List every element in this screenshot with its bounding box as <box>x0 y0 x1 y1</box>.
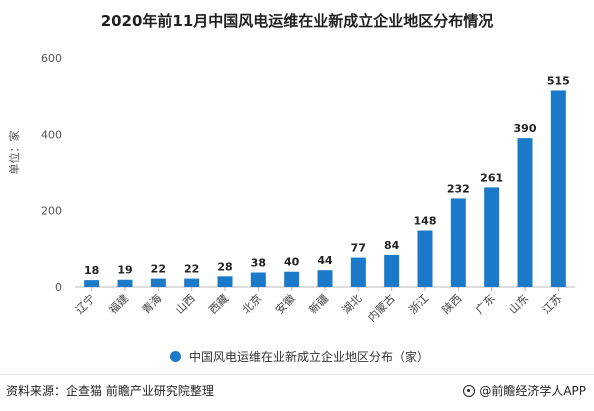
data-label: 261 <box>480 171 503 184</box>
x-tick-label: 山西 <box>173 292 198 317</box>
x-tick-label: 辽宁 <box>72 291 97 316</box>
x-tick-label: 青海 <box>139 291 164 316</box>
x-tick-label: 安徽 <box>272 291 297 316</box>
bar <box>517 138 533 287</box>
data-label: 40 <box>284 256 300 269</box>
bar <box>350 257 366 287</box>
legend-label: 中国风电运维在业新成立企业地区分布（家） <box>189 350 430 364</box>
x-tick-label: 浙江 <box>406 292 431 317</box>
bar <box>450 198 466 287</box>
brand-icon <box>463 384 476 397</box>
bar <box>284 271 300 287</box>
bar <box>84 280 100 287</box>
data-label: 28 <box>217 260 232 273</box>
y-tick-label: 200 <box>41 205 62 218</box>
x-tick-label: 陕西 <box>439 291 464 316</box>
bar <box>250 272 266 287</box>
y-tick-label: 0 <box>55 281 62 294</box>
data-label: 148 <box>414 215 437 228</box>
bar <box>184 278 200 287</box>
data-label: 390 <box>514 122 537 135</box>
data-label: 22 <box>184 263 199 276</box>
x-tick-label: 新疆 <box>306 291 331 316</box>
brand-label: @前瞻经济学人APP <box>479 384 586 398</box>
data-label: 18 <box>84 264 99 277</box>
y-tick-label: 600 <box>41 52 62 65</box>
data-label: 22 <box>151 263 166 276</box>
brand-credit: @前瞻经济学人APP <box>463 382 586 399</box>
x-tick-label: 北京 <box>239 291 264 316</box>
bar <box>117 279 133 287</box>
legend-marker <box>170 351 181 362</box>
data-label: 38 <box>251 256 266 269</box>
bar <box>384 254 400 287</box>
bar <box>550 90 566 287</box>
x-tick-label: 广东 <box>473 292 498 317</box>
footer-divider <box>0 374 594 375</box>
x-tick-label: 江苏 <box>540 292 565 317</box>
bar <box>417 230 433 287</box>
y-tick-label: 400 <box>41 128 62 141</box>
x-tick-label: 山东 <box>506 292 531 317</box>
bar <box>150 278 166 287</box>
bar <box>484 187 500 287</box>
bar <box>317 270 333 287</box>
data-label: 232 <box>447 182 470 195</box>
data-label: 515 <box>547 74 570 87</box>
source-note: 资料来源：企查猫 前瞻产业研究院整理 <box>6 384 214 398</box>
legend: 中国风电运维在业新成立企业地区分布（家） <box>170 348 429 365</box>
x-tick-label: 西藏 <box>206 292 231 317</box>
data-label: 44 <box>317 254 333 267</box>
data-label: 84 <box>384 239 400 252</box>
x-tick-label: 内蒙古 <box>365 291 398 324</box>
bar <box>217 276 233 287</box>
data-label: 77 <box>351 242 366 255</box>
bar-chart: 单位：家 0 200 400 600 18 辽宁 19 福建 22 青海 22 山西 28 西藏 38 北京 40… <box>7 52 575 324</box>
x-tick-label: 湖北 <box>340 292 365 317</box>
x-tick-label: 福建 <box>106 291 131 316</box>
data-label: 19 <box>117 264 132 277</box>
y-axis-label: 单位：家 <box>7 131 21 175</box>
chart-title: 2020年前11月中国风电运维在业新成立企业地区分布情况 <box>100 12 494 30</box>
